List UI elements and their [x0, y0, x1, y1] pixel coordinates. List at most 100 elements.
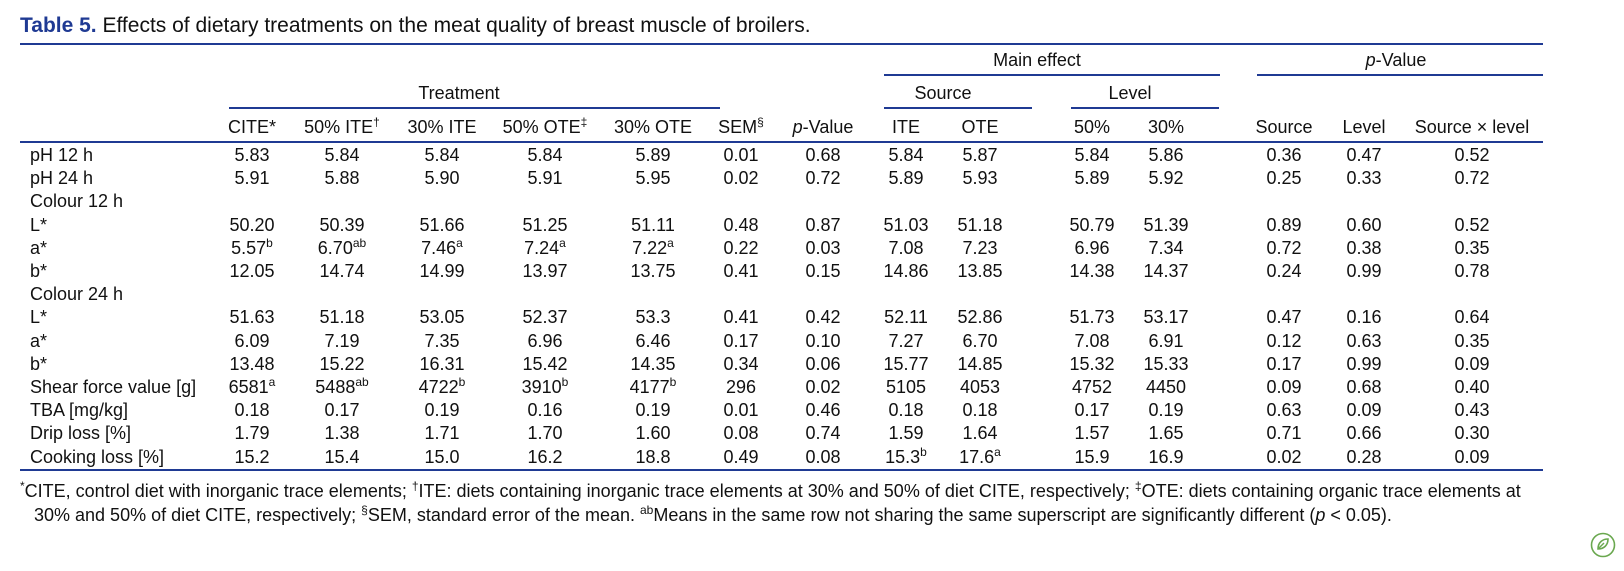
cell-cite: 51.63 — [229, 307, 275, 328]
cell-ite-30: 14.99 — [419, 261, 465, 281]
header-p-source: Source — [1255, 117, 1313, 137]
cell-ite-50: 0.17 — [324, 400, 360, 421]
row-label: b* — [30, 353, 48, 374]
header-30-ote: 30% OTE — [613, 117, 693, 137]
cell-ite-50: 15.4 — [324, 446, 360, 467]
cell-pvalue: 0.03 — [805, 237, 841, 258]
row-label: Shear force value [g] — [30, 377, 197, 397]
top-rule — [20, 43, 1543, 45]
cell-p-interaction: 0.78 — [1454, 261, 1490, 281]
cell-ote-30: 14.35 — [630, 353, 676, 374]
cell-ote: 6.70 — [962, 330, 998, 351]
cell-ote-50: 15.42 — [522, 353, 568, 374]
cell-ite-30: 7.46a — [421, 235, 463, 258]
cell-level-30: 5.92 — [1148, 168, 1184, 189]
cell-ote: 13.85 — [957, 261, 1003, 281]
pvalue-group-rule — [1257, 74, 1543, 76]
cell-p-level: 0.99 — [1346, 353, 1382, 374]
header-30-ite: 30% ITE — [407, 117, 477, 137]
cell-ite-50: 51.18 — [319, 307, 365, 328]
cell-ite: 15.77 — [883, 353, 929, 374]
cell-p-level: 0.33 — [1346, 168, 1382, 189]
header-pvalue: p-Value — [792, 117, 854, 137]
cell-ite: 14.86 — [883, 261, 929, 281]
cell-ite-30: 15.0 — [424, 446, 460, 467]
row-label: pH 12 h — [30, 145, 94, 165]
cell-cite: 5.91 — [234, 168, 270, 189]
cell-ite: 5105 — [885, 377, 927, 397]
cell-ite-50: 15.22 — [319, 353, 365, 374]
row-label: b* — [30, 261, 48, 281]
cell-ite: 52.11 — [884, 307, 928, 328]
cell-sem: 0.41 — [723, 307, 759, 328]
cell-ote-50: 51.25 — [522, 214, 568, 235]
cell-p-source: 0.02 — [1266, 446, 1302, 467]
cell-level-50: 0.17 — [1074, 400, 1110, 421]
cell-level-50: 5.89 — [1074, 168, 1110, 189]
cell-ote: 17.6a — [959, 444, 1001, 467]
group-treatment: Treatment — [418, 83, 500, 103]
header-p-level: Level — [1342, 117, 1386, 137]
cell-p-source: 0.17 — [1266, 353, 1302, 374]
cell-ite-50: 6.70ab — [317, 235, 367, 258]
cell-p-source: 0.12 — [1266, 330, 1302, 351]
cell-p-level: 0.63 — [1346, 330, 1382, 351]
cell-level-30: 5.86 — [1148, 145, 1184, 165]
cell-p-level: 0.66 — [1346, 423, 1382, 444]
cell-ite-30: 16.31 — [419, 353, 465, 374]
cell-p-source: 0.63 — [1266, 400, 1302, 421]
cell-ite: 15.3b — [885, 444, 927, 467]
cell-ote-30: 18.8 — [635, 446, 671, 467]
cell-p-level: 0.47 — [1346, 145, 1382, 165]
cell-ite: 0.18 — [888, 400, 924, 421]
cell-pvalue: 0.46 — [805, 400, 841, 421]
table-row: b* 12.05 14.74 14.99 13.97 13.75 0.41 0.15 14.86… — [0, 261, 1624, 284]
cell-level-50: 14.38 — [1069, 261, 1115, 281]
cell-level-30: 53.17 — [1143, 307, 1189, 328]
cell-level-50: 50.79 — [1069, 214, 1115, 235]
table-row: L* 50.20 50.39 51.66 51.25 51.11 0.48 0.87 51.03… — [0, 215, 1624, 238]
cell-p-level: 0.68 — [1346, 377, 1382, 397]
cell-cite: 6.09 — [234, 330, 270, 351]
cell-ite-50: 1.38 — [324, 423, 360, 444]
leaf-icon[interactable] — [1590, 532, 1616, 558]
cell-ite-30: 53.05 — [419, 307, 465, 328]
header-bottom-rule — [20, 141, 1543, 143]
cell-ote: 52.86 — [957, 307, 1003, 328]
cell-ote-50: 5.91 — [527, 168, 563, 189]
cell-sem: 0.01 — [723, 400, 759, 421]
cell-ote: 0.18 — [962, 400, 998, 421]
cell-cite: 5.83 — [234, 145, 270, 165]
cell-ote-30: 6.46 — [635, 330, 671, 351]
table-row: Colour 24 h — [0, 284, 1624, 307]
cell-level-30: 0.19 — [1148, 400, 1184, 421]
group-source: Source — [914, 83, 972, 103]
cell-ote-50: 1.70 — [527, 423, 563, 444]
table-label: Table 5. — [20, 14, 97, 37]
cell-level-30: 51.39 — [1143, 214, 1189, 235]
cell-p-interaction: 0.35 — [1454, 330, 1490, 351]
row-label: Drip loss [%] — [30, 423, 132, 444]
main-effect-rule — [884, 74, 1220, 76]
cell-sem: 296 — [725, 377, 757, 397]
cell-level-50: 15.32 — [1069, 353, 1115, 374]
cell-cite: 50.20 — [229, 214, 275, 235]
level-rule — [1071, 107, 1219, 109]
table-title: Effects of dietary treatments on the mea… — [96, 14, 811, 37]
cell-ite: 5.89 — [888, 168, 924, 189]
cell-p-source: 0.24 — [1266, 261, 1302, 281]
table-row: TBA [mg/kg] 0.18 0.17 0.19 0.16 0.19 0.01 0.46 0… — [0, 400, 1624, 423]
cell-ote-50: 7.24a — [524, 235, 566, 258]
cell-p-interaction: 0.40 — [1454, 377, 1490, 397]
cell-p-interaction: 0.09 — [1454, 446, 1490, 467]
table-row: Colour 12 h — [0, 191, 1624, 214]
cell-sem: 0.41 — [723, 261, 759, 281]
cell-pvalue: 0.15 — [805, 261, 841, 281]
row-label: Colour 24 h — [30, 284, 124, 305]
cell-p-source: 0.89 — [1266, 214, 1302, 235]
cell-pvalue: 0.72 — [805, 168, 841, 189]
cell-ite-50: 5.84 — [324, 145, 360, 165]
cell-sem: 0.22 — [723, 237, 759, 258]
treatment-rule — [229, 107, 720, 109]
cell-sem: 0.17 — [723, 330, 759, 351]
